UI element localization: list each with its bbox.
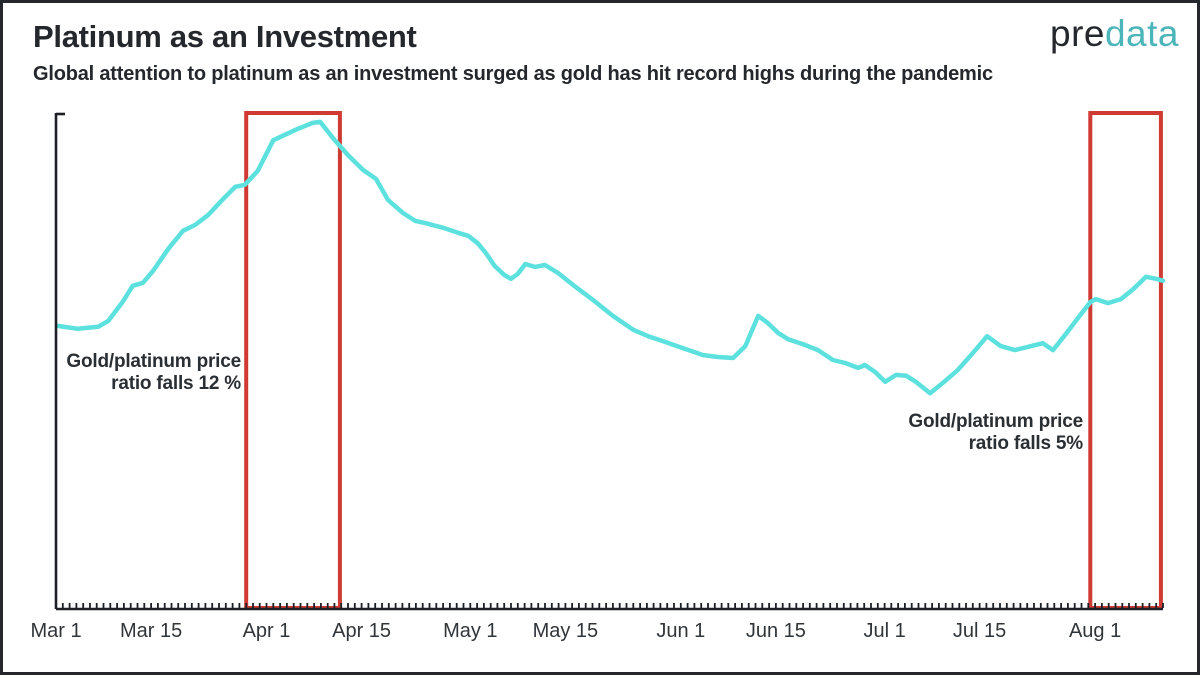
annotation-gold-platinum-5pct: Gold/platinum price ratio falls 5% xyxy=(873,411,1083,455)
x-tick-label-mar-1: Mar 1 xyxy=(30,620,82,642)
highlight-box-1 xyxy=(244,111,342,610)
x-tick-label-mar-15: Mar 15 xyxy=(119,620,183,642)
x-tick-label-apr-1: Apr 1 xyxy=(242,620,291,642)
x-tick-label-jun-1: Jun 1 xyxy=(656,620,706,642)
x-tick-label-jul-1: Jul 1 xyxy=(863,620,906,642)
x-tick-label-may-1: May 1 xyxy=(443,620,498,642)
logo-data: data xyxy=(1104,13,1179,54)
page-title: Platinum as an Investment xyxy=(33,19,417,54)
annotation-line: Gold/platinum price xyxy=(908,411,1083,432)
attention-series-line xyxy=(55,119,1166,396)
highlight-boxes xyxy=(244,111,1163,610)
line-chart xyxy=(54,111,1166,611)
predata-logo: predata xyxy=(1050,13,1179,55)
annotation-gold-platinum-12pct: Gold/platinum price ratio falls 12 % xyxy=(31,351,241,395)
highlight-box-2 xyxy=(1088,111,1163,610)
logo-pre: pre xyxy=(1050,13,1105,54)
x-tick-label-may-15: May 15 xyxy=(532,620,599,642)
annotation-line: Gold/platinum price xyxy=(66,351,241,372)
annotation-line: ratio falls 12 % xyxy=(111,373,241,394)
x-tick-label-jul-15: Jul 15 xyxy=(952,620,1007,642)
annotation-line: ratio falls 5% xyxy=(968,433,1084,454)
x-tick-label-aug-1: Aug 1 xyxy=(1068,620,1122,642)
chart-subtitle: Global attention to platinum as an inves… xyxy=(33,63,993,85)
x-tick-label-jun-15: Jun 15 xyxy=(745,620,806,642)
x-axis-minor-ticks xyxy=(55,603,1164,608)
x-tick-label-apr-15: Apr 15 xyxy=(332,620,392,642)
